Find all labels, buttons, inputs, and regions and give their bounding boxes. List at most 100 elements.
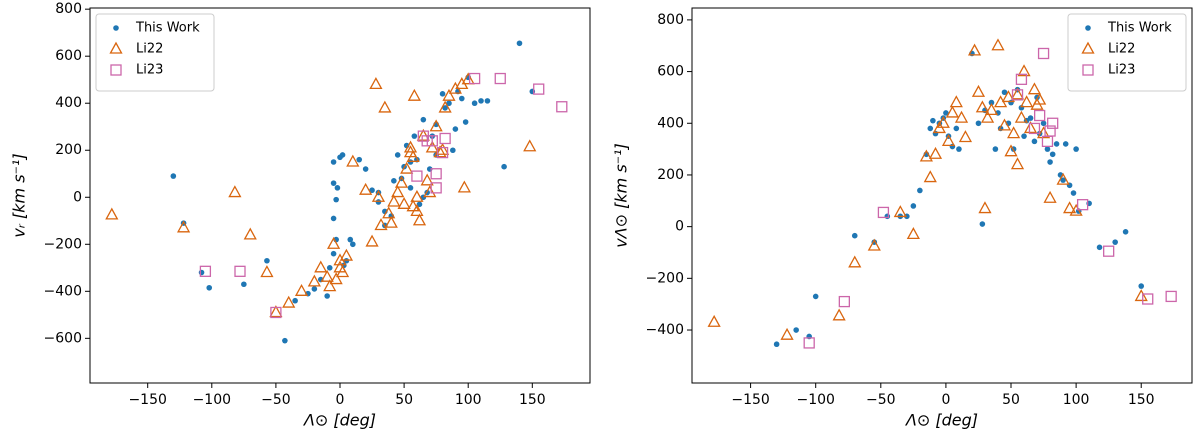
point — [442, 88, 456, 101]
point — [228, 185, 242, 198]
point — [234, 265, 246, 277]
x-tick-label: 100 — [455, 392, 482, 408]
point — [462, 119, 469, 125]
point — [346, 154, 360, 167]
point — [438, 100, 452, 113]
point — [403, 140, 418, 153]
panel: −150 −100 −50 0 50 100 150 −400 −200 0 200 400 600 80… — [612, 7, 1193, 430]
point — [1056, 172, 1070, 185]
x-tick-label: 150 — [519, 392, 546, 408]
point — [1044, 146, 1051, 152]
point — [329, 272, 343, 285]
point — [423, 185, 437, 198]
point — [420, 116, 427, 123]
point — [1027, 82, 1042, 95]
point — [323, 279, 337, 292]
point — [362, 166, 369, 172]
point — [1060, 177, 1066, 183]
legend-marker — [110, 64, 122, 76]
point — [478, 98, 484, 104]
y-tick-label: 0 — [675, 219, 684, 235]
point — [330, 159, 337, 165]
point — [435, 142, 450, 155]
x-tick-label: −50 — [866, 392, 896, 408]
point — [707, 314, 721, 327]
point — [1122, 229, 1129, 235]
plot-frame — [691, 7, 1193, 384]
point — [780, 327, 794, 340]
point — [1034, 109, 1046, 122]
x-tick-label: 50 — [395, 392, 413, 408]
point — [501, 163, 507, 170]
x-tick-label: 50 — [1002, 392, 1020, 408]
y-axis-label: vΛ⊙ [km s⁻¹] — [612, 143, 631, 248]
point — [452, 126, 459, 132]
point — [1043, 190, 1057, 203]
point — [867, 238, 881, 251]
point — [1004, 144, 1018, 157]
point — [412, 213, 427, 226]
point — [199, 265, 212, 277]
point — [943, 110, 949, 116]
point — [439, 132, 451, 145]
point — [1037, 47, 1050, 60]
point — [1001, 90, 1016, 103]
point — [979, 221, 986, 227]
point — [241, 281, 247, 288]
point — [334, 185, 341, 191]
point — [198, 269, 205, 276]
point — [439, 91, 446, 97]
point — [773, 341, 780, 348]
point — [523, 139, 537, 152]
point — [1049, 151, 1056, 158]
y-tick-label: −400 — [44, 283, 82, 299]
point — [1040, 120, 1047, 127]
point — [446, 100, 452, 107]
point — [365, 234, 379, 247]
y-tick-label: −400 — [646, 322, 684, 338]
point — [975, 120, 982, 127]
legend-label: Li23 — [136, 63, 163, 78]
point — [397, 196, 411, 209]
point — [1023, 121, 1038, 134]
legend-label: This Work — [135, 21, 200, 36]
point — [410, 189, 424, 202]
point — [1044, 125, 1056, 137]
point — [270, 306, 282, 319]
point — [941, 134, 956, 147]
point — [1027, 115, 1034, 121]
point — [461, 72, 475, 85]
legend-marker — [1082, 64, 1094, 76]
point — [1028, 122, 1041, 135]
point — [450, 147, 456, 154]
point — [269, 305, 283, 318]
y-tick-label: −200 — [646, 270, 684, 286]
point — [533, 83, 545, 95]
point — [292, 297, 298, 304]
point — [330, 215, 337, 222]
point — [984, 102, 999, 115]
point — [803, 337, 815, 349]
point — [282, 295, 296, 308]
point — [1017, 64, 1031, 77]
point — [264, 257, 270, 264]
point — [387, 194, 401, 207]
x-tick-label: 100 — [1063, 392, 1090, 408]
point — [407, 88, 421, 101]
point — [1031, 138, 1038, 145]
point — [928, 146, 943, 159]
point — [484, 98, 491, 104]
point — [406, 199, 420, 212]
point — [339, 152, 346, 158]
point — [430, 168, 442, 180]
point — [326, 236, 341, 249]
point — [375, 199, 382, 205]
point — [877, 206, 890, 219]
y-tick-label: 400 — [55, 95, 82, 111]
point — [350, 241, 356, 248]
point — [516, 40, 523, 47]
point — [243, 227, 257, 240]
point — [335, 265, 350, 278]
point — [326, 264, 333, 271]
point — [105, 207, 119, 220]
